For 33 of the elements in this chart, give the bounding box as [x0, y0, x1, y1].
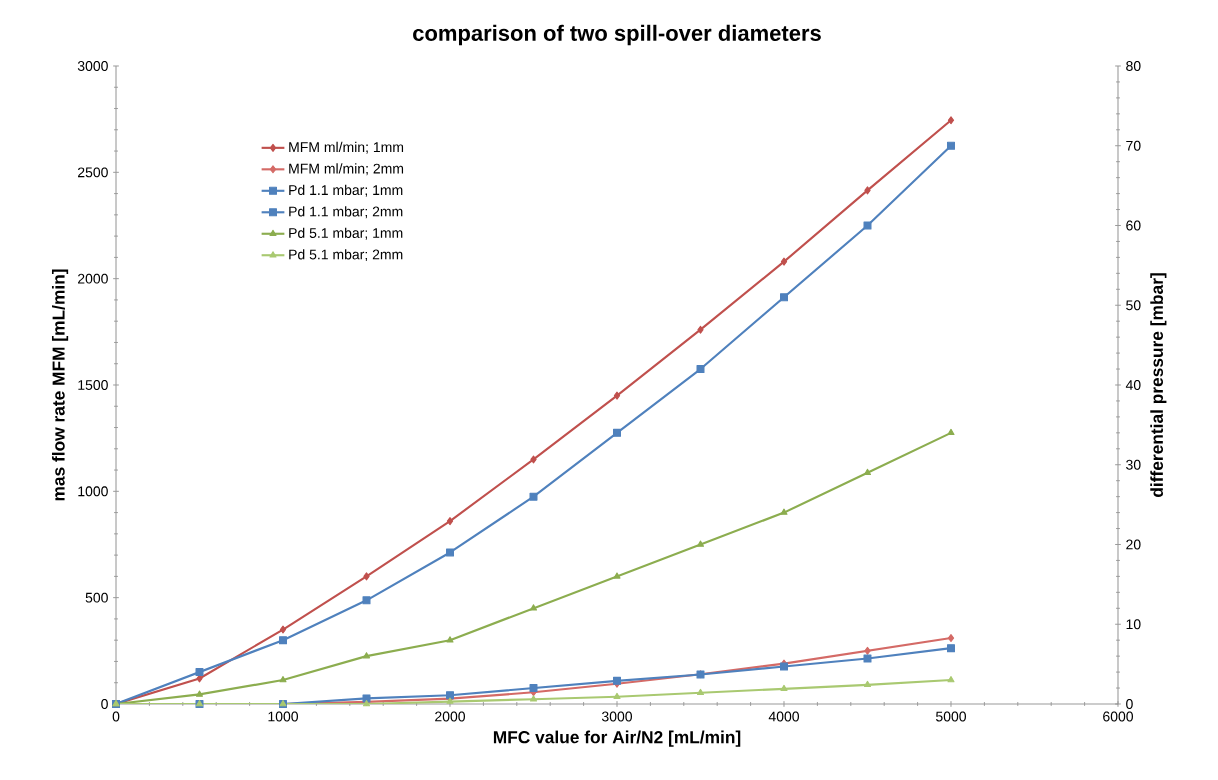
x-tick-label: 3000	[601, 711, 633, 722]
legend-label: MFM ml/min; 1mm	[289, 141, 404, 154]
y-tick-label: 1000	[78, 486, 108, 497]
legend-label: Pd 1.1 mbar; 1mm	[289, 184, 403, 197]
legend-label: MFM ml/min; 2mm	[289, 163, 404, 176]
legend-label: Pd 1.1 mbar; 2mm	[289, 206, 403, 219]
y2-tick-label: 30	[1126, 459, 1141, 470]
y-tick-label: 2000	[78, 273, 108, 284]
y2-tick-label: 20	[1126, 539, 1141, 550]
legend-label: Pd 5.1 mbar; 1mm	[289, 227, 403, 240]
y2-tick-label: 10	[1126, 619, 1141, 630]
x-tick-label: 2000	[435, 711, 466, 722]
x-tick-label: 6000	[1103, 711, 1134, 722]
legend-label: Pd 5.1 mbar; 2mm	[289, 249, 403, 262]
y-axis-title: mas flow rate MFM [mL/min]	[51, 269, 69, 501]
x-tick-label: 4000	[768, 711, 800, 722]
y-tick-label: 2500	[78, 167, 108, 178]
y2-axis-title: differential pressure [mbar]	[1150, 273, 1167, 497]
y-tick-label: 0	[101, 699, 108, 709]
x-axis-title: MFC value for Air/N2 [mL/min]	[493, 730, 741, 747]
x-tick-label: 1000	[268, 711, 299, 722]
y2-tick-label: 40	[1125, 380, 1141, 390]
y-tick-label: 1500	[78, 380, 108, 390]
y2-tick-label: 60	[1126, 220, 1141, 231]
y2-tick-label: 80	[1126, 61, 1141, 71]
y2-tick-label: 0	[1126, 699, 1133, 709]
y-tick-label: 500	[85, 592, 108, 603]
y-tick-label: 3000	[77, 61, 108, 71]
y2-tick-label: 50	[1126, 300, 1141, 311]
x-tick-label: 5000	[935, 711, 967, 722]
x-tick-label: 0	[112, 711, 120, 722]
y2-tick-label: 70	[1126, 140, 1141, 151]
chart-title: comparison of two spill-over diameters	[413, 24, 821, 46]
